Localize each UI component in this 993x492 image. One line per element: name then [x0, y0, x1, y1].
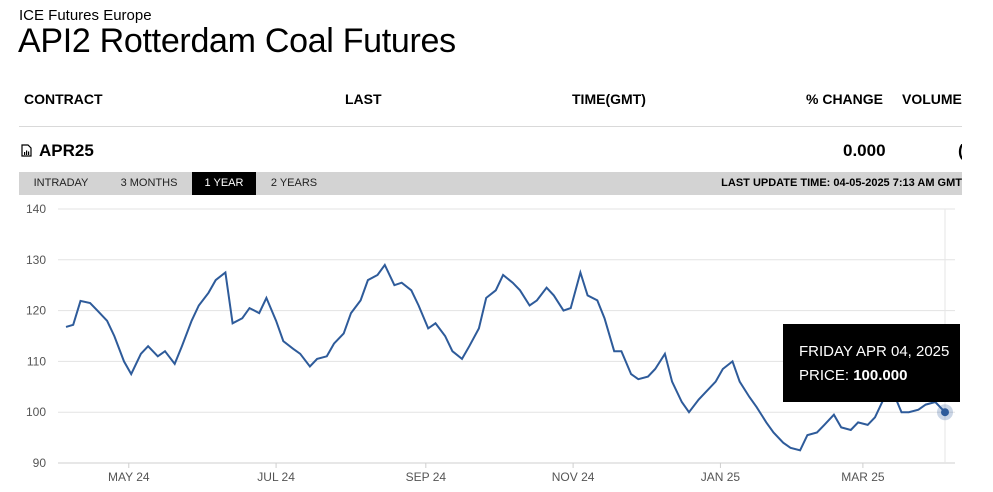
contract-link[interactable]: APR25	[39, 141, 94, 160]
col-contract: CONTRACT	[24, 91, 103, 107]
tab-2-years[interactable]: 2 YEARS	[270, 177, 318, 189]
quote-panel: CONTRACT LAST TIME(GMT) % CHANGE VOLUME …	[19, 91, 962, 195]
tab-1-year[interactable]: 1 YEAR	[192, 172, 256, 195]
tooltip-price: PRICE: 100.000	[799, 367, 907, 384]
last-update-time: LAST UPDATE TIME: 04-05-2025 7:13 AM GMT	[721, 177, 962, 189]
x-axis: MAY 24 JUL 24 SEP 24 NOV 24 JAN 25 MAR 25	[108, 463, 885, 484]
change-value: 0.000	[843, 141, 886, 160]
col-volume: VOLUME	[902, 91, 962, 107]
col-change: % CHANGE	[806, 91, 884, 107]
tab-3-months[interactable]: 3 MONTHS	[120, 177, 178, 189]
x-tick-label: JAN 25	[701, 470, 741, 484]
price-line	[65, 262, 946, 452]
tooltip-price-value: 100.000	[853, 367, 908, 384]
col-time: TIME(GMT)	[572, 91, 646, 107]
page-title: API2 Rotterdam Coal Futures	[18, 22, 456, 60]
x-tick-label: NOV 24	[552, 470, 595, 484]
y-tick-label: 110	[27, 354, 46, 368]
y-tick-label: 130	[26, 253, 46, 267]
hover-point[interactable]	[941, 408, 949, 417]
y-tick-label: 100	[26, 405, 46, 419]
exchange-name: ICE Futures Europe	[19, 7, 152, 24]
tooltip-date: FRIDAY APR 04, 2025	[799, 343, 950, 360]
y-tick-label: 120	[26, 304, 46, 318]
tooltip-price-label: PRICE:	[799, 367, 850, 384]
col-last: LAST	[345, 91, 382, 107]
y-tick-label: 90	[33, 456, 47, 470]
y-tick-label: 140	[26, 202, 46, 216]
x-tick-label: JUL 24	[257, 470, 295, 484]
volume-value: (	[958, 141, 962, 161]
range-tabs: INTRADAY 3 MONTHS 1 YEAR 2 YEARS LAST UP…	[19, 172, 962, 195]
document-chart-icon	[21, 144, 32, 157]
x-tick-label: MAR 25	[841, 470, 885, 484]
y-axis: 90 100 110 120 130 140	[26, 202, 46, 470]
price-tooltip: FRIDAY APR 04, 2025 PRICE: 100.000	[783, 324, 960, 402]
divider	[19, 126, 962, 127]
x-tick-label: SEP 24	[406, 470, 447, 484]
x-tick-label: MAY 24	[108, 470, 150, 484]
tab-intraday[interactable]: INTRADAY	[33, 177, 89, 189]
